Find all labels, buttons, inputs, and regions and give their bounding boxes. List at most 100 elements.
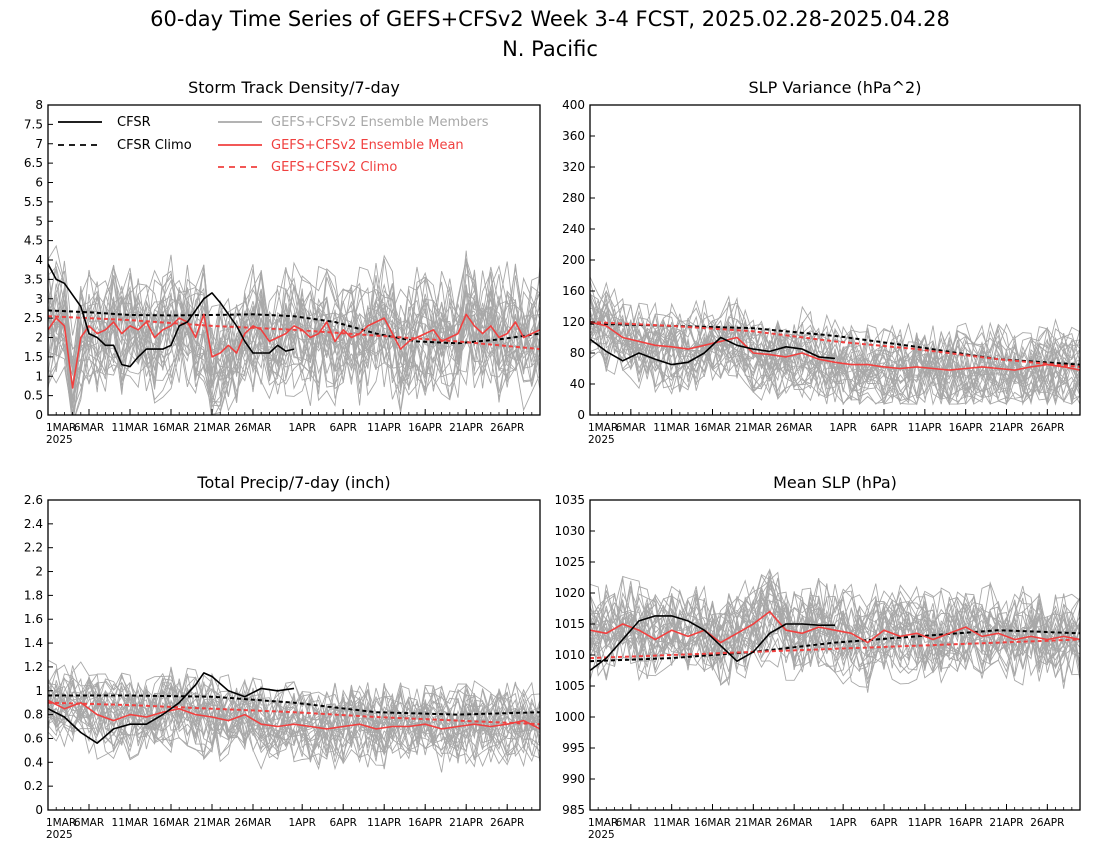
legend-gefs-climo: GEFS+CFSv2 Climo <box>218 160 397 175</box>
y-tick-label: 1 <box>35 369 43 383</box>
ensemble-member-line <box>590 325 1080 406</box>
legend-label: CFSR <box>117 115 151 130</box>
x-tick-label: 1MAR <box>46 817 76 829</box>
x-tick-label: 26APR <box>490 817 524 829</box>
ensemble-member-line <box>48 288 540 403</box>
ensemble-member-line <box>590 599 1080 671</box>
x-tick-label: 26MAR <box>235 817 272 829</box>
x-tick-label: 26APR <box>1030 422 1064 434</box>
y-tick-label: 2 <box>35 565 43 579</box>
y-tick-label: 0 <box>35 408 43 422</box>
plot-data <box>48 659 540 773</box>
y-tick-label: 1015 <box>554 617 585 631</box>
x-tick-label: 1MAR <box>46 422 76 434</box>
legend-label: GEFS+CFSv2 Ensemble Members <box>271 115 489 130</box>
y-tick-label: 80 <box>570 346 585 360</box>
y-tick-label: 280 <box>562 191 585 205</box>
ensemble-member-line <box>48 680 540 763</box>
y-tick-label: 8 <box>35 98 43 112</box>
ensemble-member-line <box>48 263 540 387</box>
ensemble-member-line <box>48 313 540 413</box>
series-gefs-cfsv2-climo <box>48 701 540 726</box>
series-gefs-cfsv2-climo <box>590 638 1080 660</box>
x-tick-label: 11MAR <box>653 422 690 434</box>
y-tick-label: 240 <box>562 222 585 236</box>
x-tick-label: 6MAR <box>74 422 104 434</box>
x-tick-label: 11APR <box>367 817 401 829</box>
y-tick-label: 1000 <box>554 710 585 724</box>
x-tick-label: 21MAR <box>194 817 231 829</box>
series-cfsr-climo <box>48 694 540 716</box>
chart-panel-1: Storm Track Density/7-day 0 0.5 1 1.5 2 2.5 3 3.… <box>24 78 541 446</box>
y-tick-label: 2.4 <box>24 517 43 531</box>
y-tick-label: 7 <box>35 137 43 151</box>
ensemble-member-line <box>590 290 1080 380</box>
legend: CFSR CFSR Climo GEFS+CFSv2 Ensemble Member… <box>58 115 489 175</box>
panel-title: Total Precip/7-day (inch) <box>196 473 390 492</box>
x-tick-label: 6APR <box>329 817 357 829</box>
x-tick-label: 21APR <box>449 422 483 434</box>
legend-label: GEFS+CFSv2 Climo <box>271 160 397 175</box>
y-tick-label: 1030 <box>554 524 585 538</box>
x-tick-label: 21APR <box>989 817 1023 829</box>
x-year-label: 2025 <box>588 829 615 841</box>
ensemble-member-line <box>590 295 1080 402</box>
ensemble-member-line <box>48 313 540 408</box>
x-tick-label: 11MAR <box>112 422 149 434</box>
x-tick-label: 16MAR <box>153 817 190 829</box>
y-tick-label: 2 <box>35 331 43 345</box>
series-cfsr <box>48 672 295 745</box>
ensemble-member-line <box>48 678 540 748</box>
ensemble-member-line <box>48 673 540 747</box>
plot-data <box>48 244 540 415</box>
x-tick-label: 16APR <box>949 422 983 434</box>
ensemble-member-line <box>590 585 1080 660</box>
ensemble-member-line <box>48 699 540 763</box>
panel-title: Mean SLP (hPa) <box>773 473 897 492</box>
ensemble-member-line <box>48 676 540 747</box>
x-tick-label: 1APR <box>288 422 316 434</box>
x-tick-label: 6MAR <box>616 817 646 829</box>
series-gefs-cfsv2-climo <box>590 321 1080 368</box>
y-tick-label: 6 <box>35 176 43 190</box>
y-tick-label: 995 <box>562 741 585 755</box>
y-tick-label: 990 <box>562 772 585 786</box>
series-gefs-cfsv2-climo <box>48 315 540 351</box>
legend-ensemble-mean: GEFS+CFSv2 Ensemble Mean <box>218 138 464 153</box>
x-tick-label: 16MAR <box>153 422 190 434</box>
x-year-label: 2025 <box>588 434 615 446</box>
x-year-label: 2025 <box>46 829 73 841</box>
y-tick-label: 5.5 <box>24 195 43 209</box>
ensemble-member-line <box>48 678 540 757</box>
y-tick-label: 160 <box>562 284 585 298</box>
series-gefs-cfsv2-ensemble-mean <box>48 313 540 389</box>
x-tick-label: 6MAR <box>74 817 104 829</box>
series-cfsr <box>590 615 835 672</box>
y-tick-label: 1.2 <box>24 660 43 674</box>
y-tick-label: 360 <box>562 129 585 143</box>
y-tick-label: 1020 <box>554 586 585 600</box>
ensemble-member-line <box>590 326 1080 406</box>
chart-panel-3: Total Precip/7-day (inch)00.20.40.60.811… <box>24 473 541 841</box>
y-tick-label: 0 <box>577 408 585 422</box>
ensemble-member-line <box>48 279 540 415</box>
y-tick-label: 200 <box>562 253 585 267</box>
y-tick-label: 0.4 <box>24 755 43 769</box>
x-tick-label: 21MAR <box>735 817 772 829</box>
y-tick-label: 400 <box>562 98 585 112</box>
x-tick-label: 6MAR <box>616 422 646 434</box>
panel-title: Storm Track Density/7-day <box>188 78 400 97</box>
ensemble-member-line <box>590 599 1080 674</box>
y-tick-label: 2.5 <box>24 311 43 325</box>
x-tick-label: 1APR <box>288 817 316 829</box>
y-tick-label: 0.8 <box>24 708 43 722</box>
y-tick-label: 5 <box>35 214 43 228</box>
ensemble-member-line <box>590 309 1080 406</box>
y-tick-label: 0 <box>35 803 43 817</box>
x-tick-label: 11MAR <box>653 817 690 829</box>
y-tick-label: 0.5 <box>24 389 43 403</box>
chart-panel-2: SLP Variance (hPa^2) 0 40 80 120 160 200 240 280… <box>562 78 1081 446</box>
x-tick-label: 21APR <box>989 422 1023 434</box>
x-tick-label: 11MAR <box>112 817 149 829</box>
series-gefs-cfsv2-ensemble-mean <box>590 610 1080 644</box>
